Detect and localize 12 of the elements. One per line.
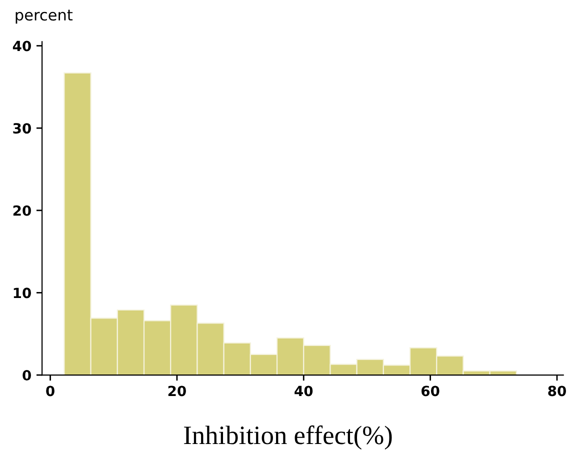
x-tick-label: 20: [168, 386, 186, 396]
x-tick-label: 0: [46, 386, 54, 396]
y-tick-label: 10: [14, 288, 31, 298]
y-tick-label: 20: [13, 205, 31, 216]
y-axis-title: percent: [16, 10, 73, 24]
x-tick-label: 80: [548, 386, 566, 396]
y-tick-label: 40: [12, 40, 31, 52]
x-axis-title: Inhibition effect(%): [184, 425, 392, 450]
y-tick-label: 30: [13, 123, 31, 134]
x-tick-label: 60: [422, 386, 440, 396]
y-tick-label: 0: [22, 370, 31, 381]
x-tick-label: 40: [294, 386, 313, 396]
